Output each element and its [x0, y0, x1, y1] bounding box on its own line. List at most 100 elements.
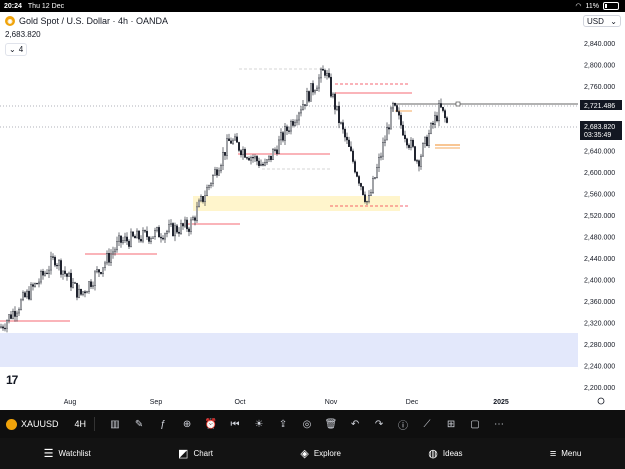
candle-body — [352, 150, 354, 162]
candle-body — [420, 155, 422, 167]
candle-body — [146, 230, 148, 238]
gold-symbol-icon — [6, 418, 17, 430]
candle-body — [296, 119, 298, 123]
price-tick-label: 2,400.000 — [584, 278, 615, 285]
chart-area[interactable]: 2,840.0002,800.0002,760.0002,680.0002,64… — [0, 12, 625, 410]
price-chart[interactable]: 2,840.0002,800.0002,760.0002,680.0002,64… — [0, 12, 625, 410]
candle-body — [260, 163, 262, 166]
candle-body — [118, 235, 120, 242]
candle-body — [346, 136, 348, 141]
candle-body — [240, 150, 242, 156]
chevron-down-icon: ⌄ — [610, 16, 617, 26]
candle-body — [78, 288, 80, 298]
indicators-collapse-button[interactable]: ⌄ 4 — [5, 43, 28, 56]
candle-body — [150, 238, 152, 242]
candle-body — [330, 76, 332, 97]
marker-line-handle[interactable] — [455, 101, 461, 107]
candle-body — [16, 312, 18, 317]
time-axis[interactable]: Aug Sep Oct Nov Dec 2025 — [64, 399, 509, 406]
marker-line-label-bg — [580, 100, 622, 110]
settings-gear-icon[interactable] — [597, 397, 605, 405]
candle-body — [106, 253, 108, 264]
bottom-nav: ☰ Watchlist ◩ Chart ◈ Explore ◍ Ideas ≡ … — [0, 438, 625, 469]
layout-grid-icon[interactable]: ⊞ — [446, 418, 456, 430]
candle-body — [320, 68, 322, 79]
battery-icon — [603, 2, 619, 10]
redo-icon[interactable]: ↷ — [374, 418, 384, 430]
candle-body — [14, 311, 16, 317]
candle-body — [28, 290, 30, 300]
candle-body — [44, 272, 46, 276]
replay-icon[interactable]: ⏮ — [230, 418, 240, 430]
menu-icon: ≡ — [549, 447, 557, 460]
nav-ideas[interactable]: ◍ Ideas — [428, 447, 462, 460]
candle-body — [394, 102, 396, 106]
candle-body — [154, 229, 156, 238]
wifi-icon: ◠ — [575, 3, 582, 10]
add-plus-icon[interactable]: ⊕ — [182, 418, 192, 430]
ideas-lightbulb-icon[interactable]: ☀ — [254, 418, 264, 430]
candle-body — [86, 291, 88, 294]
candle-body — [62, 270, 64, 275]
candle-body — [114, 249, 116, 253]
chart-toolbar: XAUUSD 4H ▥ ✎ ƒ ⊕ ⏰ ⏮ ☀ ⇪ ◎ 🗑 ↶ ↷ ⓘ ⟋ ⊞ … — [0, 410, 625, 438]
trash-icon[interactable]: 🗑 — [324, 418, 338, 430]
candle-body — [196, 206, 198, 221]
nav-menu[interactable]: ≡ Menu — [550, 448, 581, 460]
compare-chart-icon[interactable]: ⟋ — [423, 418, 431, 430]
fullscreen-icon[interactable]: ▢ — [470, 418, 480, 430]
candle-body — [158, 227, 160, 238]
price-tick-label: 2,480.000 — [584, 235, 615, 242]
timeframe-button[interactable]: 4H — [74, 419, 87, 429]
candle-body — [416, 160, 418, 162]
time-tick-label: 2025 — [493, 399, 509, 406]
candle-body — [176, 225, 178, 233]
candle-body — [66, 273, 68, 277]
candle-body — [312, 83, 314, 93]
candle-body — [110, 253, 112, 263]
candle-body — [310, 83, 312, 102]
price-tick-label: 2,360.000 — [584, 299, 615, 306]
candle-body — [262, 163, 264, 166]
undo-icon[interactable]: ↶ — [350, 418, 360, 430]
info-icon[interactable]: ⓘ — [398, 420, 409, 432]
candle-body — [50, 256, 52, 271]
candle-body — [140, 238, 142, 242]
symbol-header[interactable]: ◉ Gold Spot / U.S. Dollar · 4h · OANDA — [5, 16, 168, 26]
price-tick-label: 2,840.000 — [584, 41, 615, 48]
candle-body — [152, 236, 154, 239]
share-icon[interactable]: ⇪ — [278, 418, 288, 430]
nav-watchlist[interactable]: ☰ Watchlist — [44, 447, 91, 460]
candle-body — [56, 264, 58, 267]
candle-body — [410, 139, 412, 148]
candle-body — [288, 130, 290, 132]
candle-body — [40, 271, 42, 283]
candle-body — [122, 240, 124, 243]
alarm-clock-icon[interactable]: ⏰ — [204, 418, 218, 430]
indicator-count: 4 — [18, 45, 24, 54]
candle-body — [174, 225, 176, 237]
currency-select[interactable]: USD ⌄ — [583, 15, 621, 27]
price-axis[interactable]: 2,840.0002,800.0002,760.0002,680.0002,64… — [584, 41, 615, 392]
candle-body — [8, 314, 10, 321]
more-options-icon[interactable]: ⋯ — [494, 418, 505, 430]
drawing-pen-icon[interactable]: ✎ — [134, 418, 144, 430]
candle-body — [0, 326, 2, 329]
candle-body — [58, 260, 60, 266]
lightbulb-icon: ◍ — [428, 448, 438, 460]
price-tick-label: 2,640.000 — [584, 149, 615, 156]
symbol-button[interactable]: XAUUSD — [6, 410, 59, 438]
candle-body — [282, 132, 284, 141]
camera-icon[interactable]: ◎ — [302, 418, 312, 430]
candle-style-icon[interactable]: ▥ — [110, 418, 120, 430]
nav-chart[interactable]: ◩ Chart — [178, 447, 213, 460]
candle-body — [46, 272, 48, 275]
candle-body — [376, 167, 378, 178]
candles-group — [0, 65, 448, 333]
candle-body — [102, 267, 104, 274]
candle-body — [236, 136, 238, 143]
nav-explore[interactable]: ◈ Explore — [300, 447, 341, 460]
status-right: ◠ 11% — [575, 2, 619, 10]
indicators-fx-icon[interactable]: ƒ — [160, 418, 166, 430]
candle-body — [422, 143, 424, 157]
